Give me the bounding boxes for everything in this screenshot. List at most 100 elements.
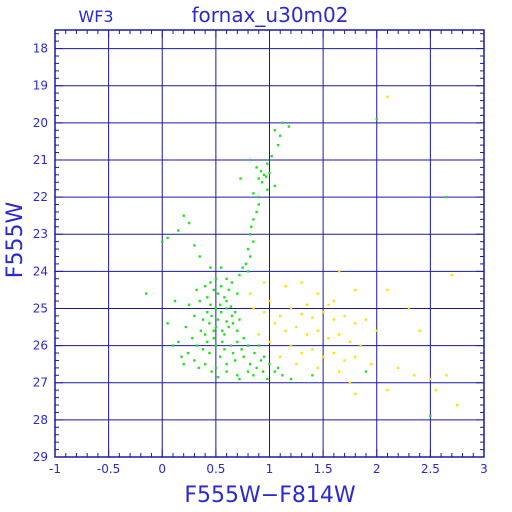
data-point xyxy=(227,288,230,292)
data-point xyxy=(386,388,389,392)
data-point xyxy=(257,195,260,199)
data-point xyxy=(261,370,265,373)
data-point xyxy=(386,95,389,99)
data-point xyxy=(332,351,336,355)
data-point xyxy=(238,377,241,381)
data-point xyxy=(246,247,250,251)
data-point xyxy=(229,305,233,308)
data-point xyxy=(413,374,416,377)
data-point xyxy=(210,314,213,318)
data-point xyxy=(332,318,336,321)
x-tick-label: 3 xyxy=(480,462,488,476)
data-point xyxy=(221,340,224,344)
data-point xyxy=(259,169,263,173)
data-point xyxy=(161,240,164,243)
data-point xyxy=(220,310,223,314)
data-point xyxy=(216,318,220,321)
data-point xyxy=(240,348,243,351)
data-point xyxy=(316,292,319,295)
data-point xyxy=(212,329,215,332)
data-point xyxy=(327,336,330,340)
data-point xyxy=(343,314,346,318)
chart-title: fornax_u30m02 xyxy=(192,3,349,27)
data-point xyxy=(255,366,258,370)
data-point xyxy=(187,303,191,306)
data-point xyxy=(186,351,190,355)
data-point xyxy=(281,121,284,125)
data-point xyxy=(239,177,242,180)
data-point xyxy=(450,273,454,277)
data-point xyxy=(182,362,185,366)
data-point xyxy=(203,362,207,366)
data-point xyxy=(241,266,244,269)
data-point xyxy=(177,340,180,344)
data-point xyxy=(214,325,218,329)
data-point xyxy=(284,329,287,332)
data-point xyxy=(198,299,201,303)
data-point xyxy=(348,381,352,384)
x-tick-label: 0.5 xyxy=(206,462,225,476)
data-point xyxy=(354,288,357,292)
data-point xyxy=(203,333,207,336)
data-point xyxy=(229,344,233,347)
data-point xyxy=(225,277,228,280)
y-tick-label: 19 xyxy=(33,79,48,93)
data-point xyxy=(223,296,226,299)
data-point xyxy=(166,236,169,240)
data-point xyxy=(255,166,258,169)
data-point xyxy=(338,370,341,373)
data-point xyxy=(250,225,253,228)
data-point xyxy=(230,314,234,318)
data-point xyxy=(327,303,330,306)
data-point xyxy=(236,340,239,344)
data-point xyxy=(418,329,421,332)
data-point xyxy=(220,285,223,288)
data-point xyxy=(238,273,241,277)
data-point xyxy=(434,388,437,392)
data-point xyxy=(255,210,258,214)
data-point xyxy=(364,370,368,373)
data-point xyxy=(266,377,269,381)
y-tick-labels: 18 19 20 21 22 23 24 25 26 27 28 29 xyxy=(33,42,48,464)
data-point xyxy=(209,281,212,284)
data-point xyxy=(266,162,269,165)
data-point xyxy=(268,362,271,366)
data-point xyxy=(236,329,239,332)
data-point xyxy=(268,299,271,303)
data-point xyxy=(338,333,341,336)
data-point xyxy=(253,351,256,355)
data-point xyxy=(248,292,252,295)
data-point xyxy=(262,355,266,358)
data-point xyxy=(343,359,346,362)
data-point xyxy=(354,355,357,358)
x-tick-label: 0 xyxy=(158,462,166,476)
data-point xyxy=(225,362,228,366)
y-tick-label: 29 xyxy=(33,450,48,464)
data-point xyxy=(252,240,255,243)
data-point xyxy=(429,414,432,418)
data-point xyxy=(182,214,185,217)
y-tick-label: 22 xyxy=(33,190,48,204)
data-point xyxy=(203,285,207,288)
data-point xyxy=(265,175,268,178)
data-point xyxy=(348,340,352,344)
y-tick-label: 24 xyxy=(33,264,48,278)
data-point xyxy=(173,299,177,303)
data-point xyxy=(246,270,250,273)
data-point xyxy=(191,336,194,340)
data-point xyxy=(262,281,266,284)
data-point xyxy=(233,310,237,314)
data-point xyxy=(212,336,215,340)
x-tick-label: 2 xyxy=(373,462,381,476)
data-point xyxy=(276,366,280,370)
data-point xyxy=(273,129,277,132)
data-point xyxy=(289,307,293,310)
data-point xyxy=(397,366,400,370)
data-point xyxy=(227,325,230,329)
data-point xyxy=(209,266,212,269)
data-point xyxy=(295,325,298,329)
data-point xyxy=(375,329,378,332)
data-point xyxy=(305,333,309,336)
data-point xyxy=(187,221,191,225)
